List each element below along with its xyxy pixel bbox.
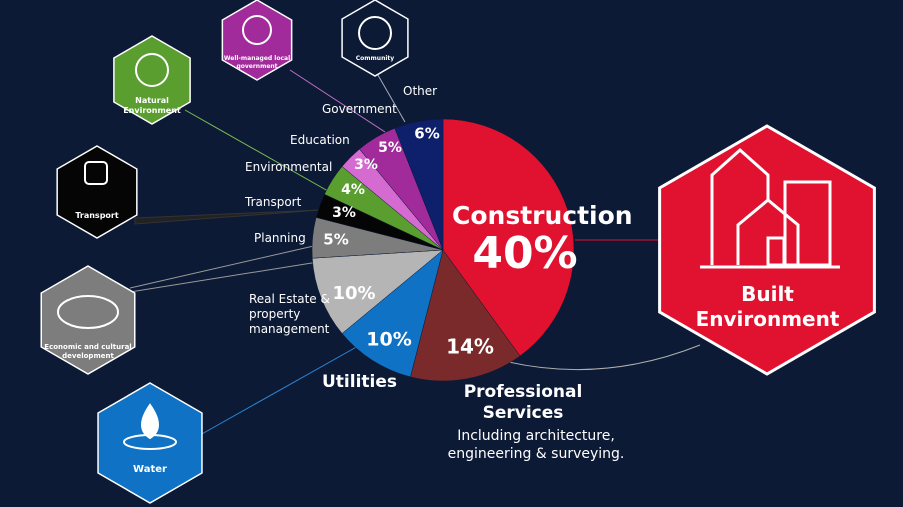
hexagon [40,265,136,375]
category-label: Environmental [245,160,333,174]
hexagon-label: Community [355,55,395,62]
category-label: Real Estate & property management [249,292,330,336]
value-label: 40% [472,228,577,279]
pie-slice [311,249,444,334]
leader-line [129,244,319,289]
hexagon-label: Natural Environment [123,96,181,115]
category-label: Planning [254,231,306,245]
value-label: 10% [332,283,375,304]
hexagon [56,145,138,239]
hexagon-label: Transport [75,211,119,220]
hexagon-label: Water [133,464,167,475]
annotation: Including architecture, engineering & su… [447,428,625,462]
value-label: 6% [414,125,439,143]
pie-slice [442,118,575,357]
category-label: Education [290,133,350,147]
leader-line [199,344,361,436]
value-label: 3% [332,205,356,221]
hexagon [221,0,293,81]
pie-slice [394,118,444,251]
hexagon [97,382,203,504]
hexagon [113,35,191,125]
leader-line [129,261,319,293]
category-label: Government [322,102,397,116]
value-label: 10% [366,329,411,351]
hexagon-label: Well-managed local government [223,55,291,70]
value-label: 3% [354,157,378,173]
leader-lines [129,69,701,436]
value-label: 4% [341,182,365,198]
category-label: Other [403,84,438,98]
house-icon [700,147,840,269]
value-label: 5% [323,231,348,249]
category-label: Construction [452,201,633,230]
pie-slice [410,249,521,382]
leader-line [289,69,386,133]
hexagon-label: Economic and cultural development [44,343,132,360]
pie-slice [341,249,444,378]
value-label: 14% [446,335,494,359]
leader-line [499,344,701,371]
category-label: Professional Services [463,382,583,424]
leader-line [374,69,406,123]
pie: 40%14%10%10%5%3%4%3%5%6% [311,118,578,382]
hexagon [341,0,409,77]
hexagon-label: Built Environment [695,282,840,331]
small-icons [57,15,392,450]
value-label: 5% [378,140,402,156]
leader-line [134,209,321,225]
category-label: Transport [245,195,302,209]
leader-line [184,109,336,196]
category-label: Utilities [322,372,398,392]
